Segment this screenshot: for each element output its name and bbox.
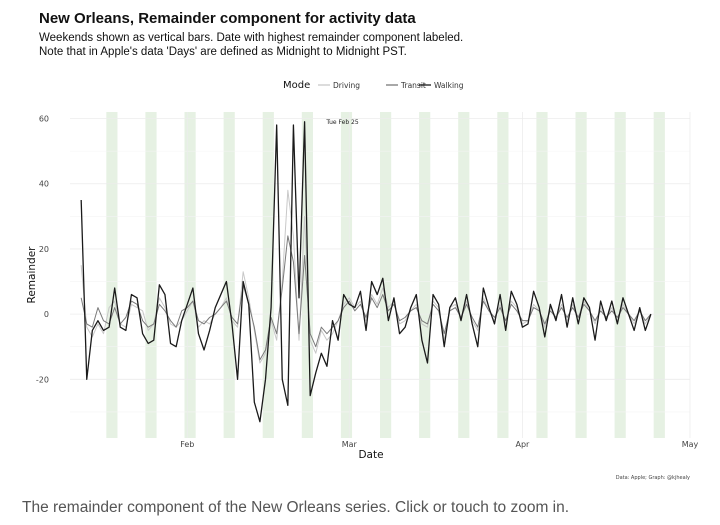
y-tick-label: 40	[39, 180, 49, 189]
legend-label-transit: Transit	[400, 81, 426, 90]
weekend-bar-12	[536, 112, 548, 438]
weekend-bar-5	[262, 112, 274, 438]
legend-title: Mode	[283, 80, 310, 91]
chart-title: New Orleans, Remainder component for act…	[39, 10, 416, 27]
weekend-bar-10	[458, 112, 470, 438]
chart[interactable]: New Orleans, Remainder component for act…	[0, 0, 720, 495]
legend: Mode Driving Transit Walking	[283, 80, 464, 91]
weekend-bar-14	[614, 112, 626, 438]
chart-subtitle-line-2: Note that in Apple's data 'Days' are def…	[39, 46, 407, 58]
weekend-bar-13	[575, 112, 587, 438]
x-tick-label-may: May	[682, 440, 699, 449]
y-tick-label: 0	[44, 310, 49, 319]
weekend-bar-15	[653, 112, 665, 438]
series-line-transit	[80, 235, 652, 361]
weekend-bar-9	[419, 112, 431, 438]
x-axis-label: Date	[358, 449, 383, 461]
chart-subtitle-line-1: Weekends shown as vertical bars. Date wi…	[39, 32, 463, 44]
y-tick-label: 20	[39, 245, 49, 254]
y-axis-ticks: -20 0 20 40 60	[36, 115, 49, 385]
y-axis-label: Remainder	[26, 246, 38, 304]
weekend-bar-7	[340, 112, 353, 438]
y-tick-label: -20	[36, 375, 49, 384]
x-tick-label-feb: Feb	[180, 440, 194, 449]
legend-label-walking: Walking	[434, 81, 464, 90]
weekend-bar-4	[223, 112, 235, 438]
weekend-bar-3	[184, 112, 196, 438]
weekend-bar-11	[497, 112, 509, 438]
x-tick-label-apr: Apr	[516, 440, 531, 449]
weekend-bars	[106, 112, 665, 438]
plot-area[interactable]: Tue Feb 25	[70, 112, 691, 438]
series-line-walking	[80, 121, 652, 423]
figure-caption: The remainder component of the New Orlea…	[22, 499, 570, 516]
annotation: Tue Feb 25	[325, 119, 359, 126]
annotation-label: Tue Feb 25	[325, 119, 359, 126]
x-axis-ticks: Feb Mar Apr May	[180, 440, 698, 449]
weekend-bar-8	[380, 112, 392, 438]
data-credit: Data: Apple; Graph: @kjhealy	[616, 475, 690, 481]
gridlines	[70, 112, 691, 438]
y-tick-label: 60	[39, 115, 49, 124]
legend-label-driving: Driving	[333, 81, 360, 90]
x-tick-label-mar: Mar	[342, 440, 358, 449]
series-lines	[80, 121, 652, 423]
weekend-bar-1	[106, 112, 118, 438]
weekend-bar-2	[145, 112, 157, 438]
